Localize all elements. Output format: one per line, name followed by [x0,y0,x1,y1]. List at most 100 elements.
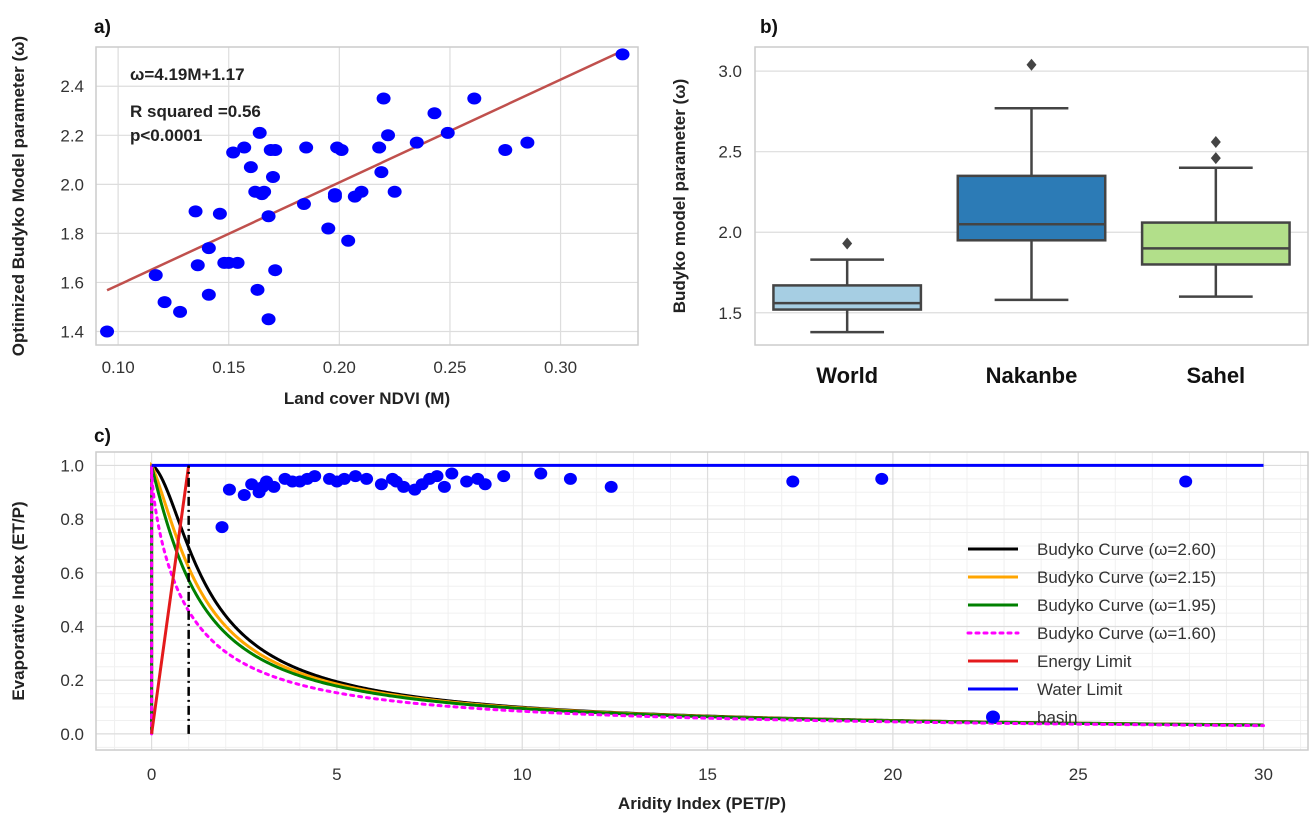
panel-c-y-tick-label: 0.2 [60,671,84,690]
panel-b-boxplot: b) 1.5 2.0 2.5 3.0 World Nakanbe Sahel Budyko… [670,17,1309,388]
panel-c-basin-point [534,467,548,480]
panel-b-category-label: World [816,363,878,388]
panel-a-data-point [409,136,424,149]
panel-a-data-point [372,141,387,154]
panel-a-data-point [520,136,535,149]
panel-a-rsquared: R squared =0.56 [130,102,261,121]
panel-a-grid [96,47,638,345]
panel-c-limit-line [150,465,191,735]
panel-a-x-axis-label: Land cover NDVI (M) [284,389,450,408]
panel-a-data-point [387,185,402,198]
panel-c-legend-marker [986,710,1000,724]
panel-a-x-tick-label: 0.15 [212,358,245,377]
panel-a-data-point [354,185,369,198]
panel-c-basin-point [1179,475,1193,488]
panel-c-series-line [150,465,1264,734]
panel-a-data-point [252,126,267,139]
panel-a-data-point [374,166,389,179]
panel-a-data-point [100,325,115,338]
panel-c-legend-label: Energy Limit [1037,652,1132,671]
panel-a-data-point [226,146,241,159]
panel-a-data-point [268,144,283,157]
panel-c-basin-point [237,488,251,501]
panel-b-label: b) [760,17,778,38]
panel-b-boxes: World Nakanbe Sahel [772,58,1291,388]
panel-c-x-tick-label: 0 [147,765,156,784]
panel-c-basin-point [604,480,618,493]
panel-c-basin-point [308,470,322,483]
panel-a-data-point [427,107,442,120]
panel-a-data-point [341,234,356,247]
panel-c-basin-point [460,475,474,488]
panel-b-frame [754,46,1309,346]
panel-c-x-tick-label: 10 [513,765,532,784]
panel-b-box [772,284,923,311]
panel-a-data-point [261,313,276,326]
panel-c-legend-label: Water Limit [1037,680,1123,699]
panel-b-y-tick-label: 1.5 [718,304,742,323]
panel-a-data-point [321,222,336,235]
panel-b-outlier [1210,152,1221,165]
panel-c-legend-label: Budyko Curve (ω=2.15) [1037,568,1216,587]
panel-a-data-point [148,269,163,282]
panel-a-data-point [257,185,272,198]
panel-a-data-point [237,141,252,154]
panel-c-basin-point [875,472,889,485]
panel-b-y-tick-label: 3.0 [718,62,742,81]
panel-b-outlier [842,237,853,250]
panel-c-basin-point [437,480,451,493]
panel-c-x-tick-label: 25 [1069,765,1088,784]
panel-c-basin-point [360,472,374,485]
panel-c-basin-point [478,478,492,491]
panel-a-data-point [376,92,391,105]
panel-c-x-tick-label: 15 [698,765,717,784]
panel-b-y-axis-label: Budyko model parameter (ω) [670,79,689,313]
panel-b-ticks: 1.5 2.0 2.5 3.0 [718,62,742,323]
panel-c-label: c) [94,426,111,447]
panel-a-equation: ω=4.19M+1.17 [130,65,245,84]
panel-a-data-point [467,92,482,105]
panel-a-data-point [334,144,349,157]
panel-c-x-axis-label: Aridity Index (PET/P) [618,794,786,813]
panel-a-data-point [615,48,630,61]
panel-a-data-point [381,129,396,142]
panel-c-x-tick-label: 30 [1254,765,1273,784]
panel-a-x-tick-label: 0.25 [433,358,466,377]
panel-c-basin-point [348,470,362,483]
panel-c-legend-label: Budyko Curve (ω=1.95) [1037,596,1216,615]
panel-a-data-point [261,210,276,223]
panel-a-data-point [201,288,216,301]
panel-c-y-tick-label: 0.4 [60,618,84,637]
panel-a-data-point [188,205,203,218]
panel-c-legend-label: basin [1037,708,1078,727]
panel-a-frame [95,46,639,346]
panel-c-frame [95,451,1309,751]
panel-c-series-line [150,466,1266,736]
panel-c-basin-point [786,475,800,488]
panel-b-box [1140,221,1291,266]
panel-a-label: a) [94,17,111,38]
panel-a-x-tick-label: 0.20 [323,358,356,377]
panel-a-data-point [190,259,205,272]
panel-b-outlier [1210,136,1221,149]
panel-a-y-tick-label: 1.4 [60,323,84,342]
panel-b-outlier [1026,58,1037,71]
panel-c-budyko: c) 0 5 10 15 20 25 30 0.0 0.2 0.4 0.6 0.8 1.0 Budyko… [9,426,1309,813]
panel-a-data-point [296,197,311,210]
panel-a-ticks: 0.10 0.15 0.20 0.25 0.30 1.4 1.6 1.8 2.0 2.2 2.4 [60,77,577,377]
panel-a-y-tick-label: 2.2 [60,126,84,145]
panel-a-data-point [212,207,227,220]
panel-c-basin-points [215,467,1193,534]
panel-a-y-tick-label: 1.8 [60,224,84,243]
panel-c-basin-point [245,478,259,491]
panel-a-regression-line [106,49,624,292]
panel-c-y-axis-label: Evaporative Index (ET/P) [9,501,28,700]
panel-c-basin-point [397,480,411,493]
panel-c-basin-point [445,467,459,480]
panel-c-y-tick-label: 0.8 [60,510,84,529]
panel-c-basin-point [374,478,388,491]
panel-a-y-axis-label: Optimized Budyko Model parameter (ω) [9,36,28,356]
panel-b-category-label: Nakanbe [986,363,1078,388]
panel-c-y-tick-label: 0.6 [60,564,84,583]
panel-a-data-point [265,170,280,183]
